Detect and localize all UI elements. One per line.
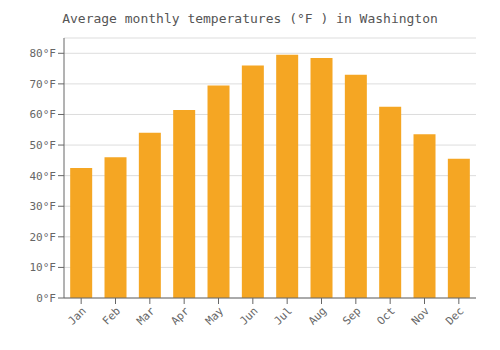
svg-text:Apr: Apr <box>169 304 193 328</box>
svg-text:70°F: 70°F <box>30 78 57 91</box>
svg-text:Jun: Jun <box>237 304 260 327</box>
svg-text:0°F: 0°F <box>36 292 56 305</box>
svg-text:Feb: Feb <box>100 304 123 327</box>
svg-text:30°F: 30°F <box>30 200 57 213</box>
svg-text:80°F: 80°F <box>30 47 57 60</box>
svg-text:20°F: 20°F <box>30 231 57 244</box>
svg-text:60°F: 60°F <box>30 108 57 121</box>
svg-text:Oct: Oct <box>375 304 398 327</box>
html-text:Average monthly temperatures (: Average monthly temperatures (°F ) in Wa… <box>62 11 438 26</box>
svg-text:40°F: 40°F <box>30 170 57 183</box>
svg-text:Nov: Nov <box>409 304 433 328</box>
svg-text:May: May <box>203 304 227 328</box>
svg-text:50°F: 50°F <box>30 139 57 152</box>
svg-text:Sep: Sep <box>340 304 363 327</box>
svg-text:Jul: Jul <box>272 304 295 327</box>
svg-text:Dec: Dec <box>443 304 466 327</box>
svg-text:10°F: 10°F <box>30 261 57 274</box>
svg-text:Aug: Aug <box>306 304 329 327</box>
svg-text:Mar: Mar <box>134 304 158 328</box>
svg-text:Jan: Jan <box>66 304 89 327</box>
